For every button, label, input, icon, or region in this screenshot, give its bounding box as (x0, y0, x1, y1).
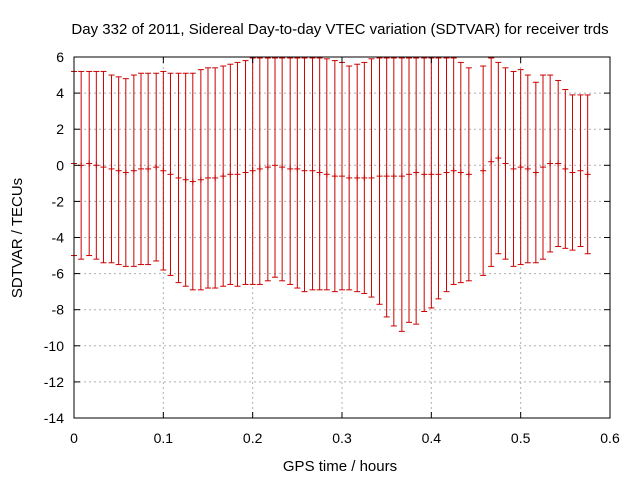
error-bar-point (287, 57, 294, 285)
error-bar-point (153, 72, 160, 262)
error-bar-point (577, 94, 584, 248)
y-tick-label: -10 (44, 338, 64, 354)
error-bar-point (234, 61, 241, 287)
error-bar-point (167, 72, 174, 276)
x-tick-label: 0.1 (154, 430, 174, 446)
error-bar-point (421, 57, 428, 313)
y-tick-label: 4 (56, 85, 64, 101)
y-tick-label: -6 (52, 266, 65, 282)
error-bar-point (205, 67, 211, 289)
error-bar-point (212, 67, 219, 289)
y-tick-label: 2 (56, 121, 64, 137)
error-bar-point (450, 57, 457, 285)
x-tick-label: 0.4 (422, 430, 442, 446)
error-bar-point (569, 94, 576, 251)
error-bar-point (86, 70, 93, 257)
error-bar-point (495, 61, 502, 255)
error-bar-point (361, 61, 368, 294)
x-axis-label: GPS time / hours (283, 458, 397, 475)
error-bar-point (160, 70, 167, 271)
error-bar-point (323, 58, 330, 291)
error-bar-point (547, 74, 554, 253)
error-bar-point (443, 57, 450, 293)
y-axis-label: SDTVAR / TECUs (9, 178, 26, 298)
error-bar-point (182, 72, 189, 287)
error-bar-point (517, 69, 524, 266)
error-bar-point (175, 72, 182, 284)
error-bar-point (242, 60, 249, 285)
error-bar-point (406, 57, 412, 323)
y-tick-label: 6 (56, 49, 64, 65)
error-bar-point (368, 58, 375, 298)
x-tick-label: 0.2 (243, 430, 263, 446)
error-bar-point (346, 65, 353, 291)
error-bar-point (294, 57, 301, 289)
error-bar-point (354, 63, 361, 293)
error-bar-point (301, 57, 308, 293)
x-tick-label: 0.3 (332, 430, 352, 446)
y-tick-label: -4 (52, 230, 65, 246)
error-bar-point (108, 74, 115, 264)
y-tick-label: -2 (52, 193, 65, 209)
x-tick-label: 0.6 (600, 430, 620, 446)
error-bar-point (584, 94, 591, 255)
y-tick-label: -14 (44, 410, 64, 426)
error-bar-point (413, 57, 420, 325)
y-tick-label: -12 (44, 374, 64, 390)
error-bar-point (256, 57, 263, 285)
error-bar-point (264, 57, 271, 282)
error-bar-point (488, 57, 495, 267)
error-bar-point (465, 67, 472, 282)
error-bar-point (130, 74, 137, 267)
error-bar-point (510, 70, 517, 267)
error-bar-point (279, 57, 286, 282)
error-bar-point (138, 72, 144, 266)
error-bar-point (502, 67, 509, 260)
error-bar-point (93, 70, 100, 260)
data-series (71, 57, 591, 332)
error-bar-point (339, 61, 345, 291)
axis-ticks: 0 0.1 0.2 0.3 0.4 0.5 0.6 -14 -12 -10 -8 -6 -4 -2 0 2 4 6 (44, 49, 620, 446)
error-bar-point (480, 65, 487, 276)
error-bar-point (376, 57, 383, 305)
x-tick-label: 0 (70, 430, 78, 446)
error-bar-point (100, 70, 107, 264)
error-bar-point (398, 57, 405, 332)
error-bar-point (145, 72, 152, 266)
error-bar-point (189, 72, 196, 291)
error-bar-point (555, 79, 562, 248)
error-bar-point (435, 57, 442, 300)
error-bar-point (122, 78, 129, 267)
error-bar-point (390, 57, 397, 327)
error-bar-point (383, 57, 390, 318)
error-bar-point (457, 61, 464, 284)
error-bar-point (316, 57, 323, 291)
y-tick-label: 0 (56, 157, 64, 173)
error-bar-point (227, 63, 234, 285)
x-tick-label: 0.5 (511, 430, 531, 446)
error-bar-point (532, 81, 539, 264)
error-bar-point (272, 57, 278, 278)
error-bar-point (197, 69, 204, 291)
error-bar-point (309, 57, 316, 291)
error-bar-point (249, 57, 256, 285)
y-tick-label: -8 (52, 302, 65, 318)
error-bar-point (115, 76, 122, 266)
error-bar-point (524, 74, 531, 264)
error-bar-point (540, 74, 546, 260)
error-bar-point (331, 60, 338, 293)
error-bar-point (428, 57, 435, 309)
error-bar-point (562, 88, 569, 249)
chart-title: Day 332 of 2011, Sidereal Day-to-day VTE… (71, 21, 608, 38)
error-bar-point (220, 65, 227, 287)
